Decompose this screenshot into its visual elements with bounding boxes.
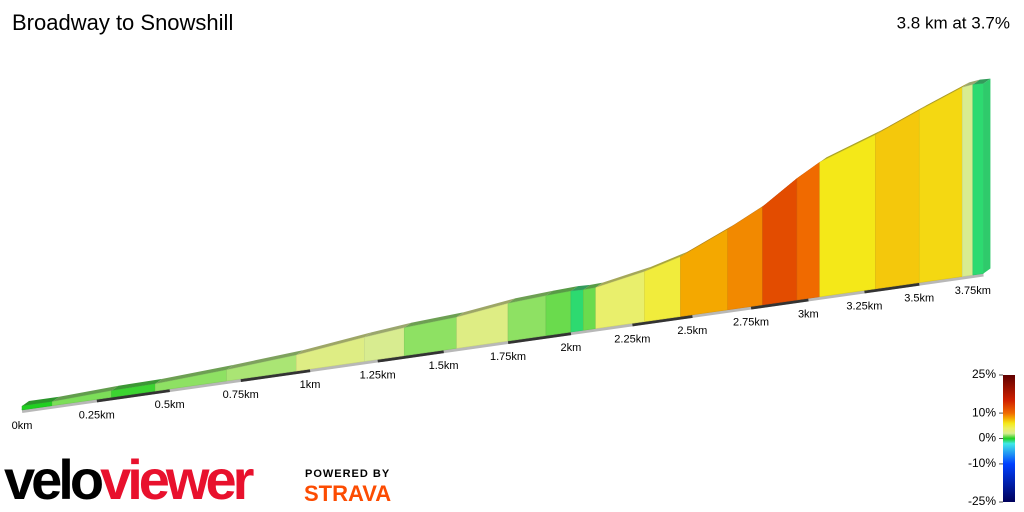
x-tick-label: 2.75km xyxy=(733,316,769,328)
segment-top xyxy=(155,364,234,384)
x-tick-label: 3km xyxy=(798,308,819,320)
segment-top xyxy=(919,82,970,111)
x-tick-label: 1.75km xyxy=(490,351,526,363)
x-tick-label: 3.25km xyxy=(846,300,882,312)
segment xyxy=(595,271,645,329)
x-tick-label: 1.5km xyxy=(429,360,459,372)
chart-subtitle: 3.8 km at 3.7% xyxy=(897,13,1010,32)
axis-band xyxy=(864,281,920,294)
powered-by: POWERED BY xyxy=(305,468,390,480)
segment-top xyxy=(456,298,516,318)
segment-top xyxy=(296,332,372,356)
x-tick-label: 3.75km xyxy=(955,285,991,297)
segment xyxy=(296,337,365,372)
axis-band xyxy=(240,368,311,382)
segment-top xyxy=(972,78,991,85)
segment-top xyxy=(962,79,980,88)
segment xyxy=(507,295,547,342)
segment-top xyxy=(595,266,652,288)
segment xyxy=(961,84,974,277)
axis-band xyxy=(632,313,693,327)
x-tick-label: 0.25km xyxy=(79,409,115,421)
segment-top xyxy=(508,290,553,304)
axis-band xyxy=(750,297,809,310)
baseline xyxy=(21,272,984,413)
segment-top xyxy=(583,282,603,290)
segment-top xyxy=(570,284,591,292)
x-tick-label: 1.25km xyxy=(360,369,396,381)
segment-top xyxy=(226,350,304,370)
color-tick-label: 25% xyxy=(972,367,996,381)
segment xyxy=(972,83,984,276)
brand-prefix: velo xyxy=(4,448,103,511)
brand-suffix: viewer xyxy=(100,448,254,511)
axis-band xyxy=(96,388,170,403)
segment xyxy=(644,256,681,322)
segment-top xyxy=(644,251,688,272)
segment xyxy=(545,290,572,336)
x-tick-label: 2.25km xyxy=(614,333,650,345)
segment-top xyxy=(364,322,412,338)
segment xyxy=(583,287,596,331)
axis-band xyxy=(507,331,572,345)
segment xyxy=(456,303,509,349)
axis-band xyxy=(377,349,444,363)
x-tick-label: 3.5km xyxy=(904,293,934,305)
segment xyxy=(762,177,798,306)
segment xyxy=(918,86,963,283)
segment xyxy=(819,134,876,298)
brand-logo: veloviewer xyxy=(4,448,254,511)
chart-title: Broadway to Snowshill xyxy=(12,10,233,35)
x-tick-label: 0.5km xyxy=(155,399,185,411)
segment xyxy=(570,289,584,333)
x-tick-label: 0km xyxy=(12,420,33,432)
color-tick-label: 10% xyxy=(972,405,996,419)
segment-top xyxy=(22,396,60,406)
segment-top xyxy=(111,378,163,391)
x-tick-label: 2km xyxy=(561,342,582,354)
color-bar xyxy=(1003,375,1015,502)
color-tick-label: -10% xyxy=(968,456,996,470)
x-tick-label: 1km xyxy=(300,379,321,391)
partner-logo: STRAVA xyxy=(304,481,391,506)
segment xyxy=(796,161,820,301)
segment xyxy=(875,109,920,290)
segment xyxy=(727,206,763,311)
x-tick-label: 2.5km xyxy=(677,325,707,337)
segment-top xyxy=(404,312,464,328)
segment-end xyxy=(983,78,991,274)
x-tick-label: 0.75km xyxy=(223,389,259,401)
segment-top xyxy=(52,385,119,402)
segment-top xyxy=(819,129,883,163)
color-tick-label: 0% xyxy=(979,431,997,445)
segment-top xyxy=(545,286,578,296)
color-tick-label: -25% xyxy=(968,494,996,508)
